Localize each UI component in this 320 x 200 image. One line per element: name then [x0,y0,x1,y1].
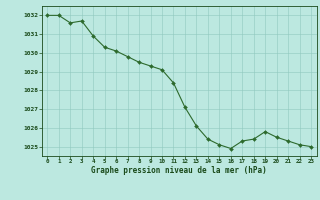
X-axis label: Graphe pression niveau de la mer (hPa): Graphe pression niveau de la mer (hPa) [91,166,267,175]
